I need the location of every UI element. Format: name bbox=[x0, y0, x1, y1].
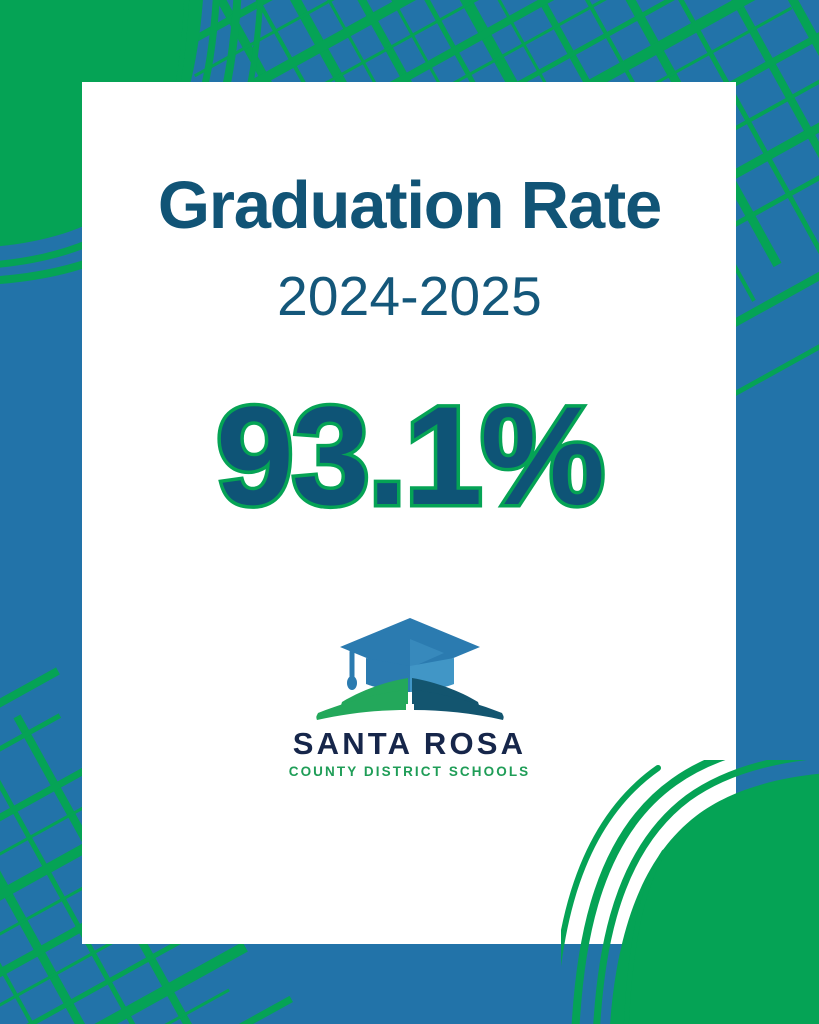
page-title: Graduation Rate bbox=[157, 168, 662, 243]
district-logo: SANTA ROSA COUNTY DISTRICT SCHOOLS bbox=[0, 612, 819, 779]
logo-tagline: COUNTY DISTRICT SCHOOLS bbox=[288, 764, 531, 779]
school-year-subtitle: 2024-2025 bbox=[277, 265, 542, 327]
stat-block: 93.1% bbox=[0, 377, 819, 546]
logo-district-name: SANTA ROSA bbox=[292, 726, 527, 761]
content-card bbox=[82, 82, 736, 944]
headline-block: Graduation Rate 2024-2025 bbox=[0, 172, 819, 324]
graduation-rate-value: 93.1% bbox=[213, 377, 609, 534]
graduation-cap-and-book-icon bbox=[315, 618, 504, 720]
